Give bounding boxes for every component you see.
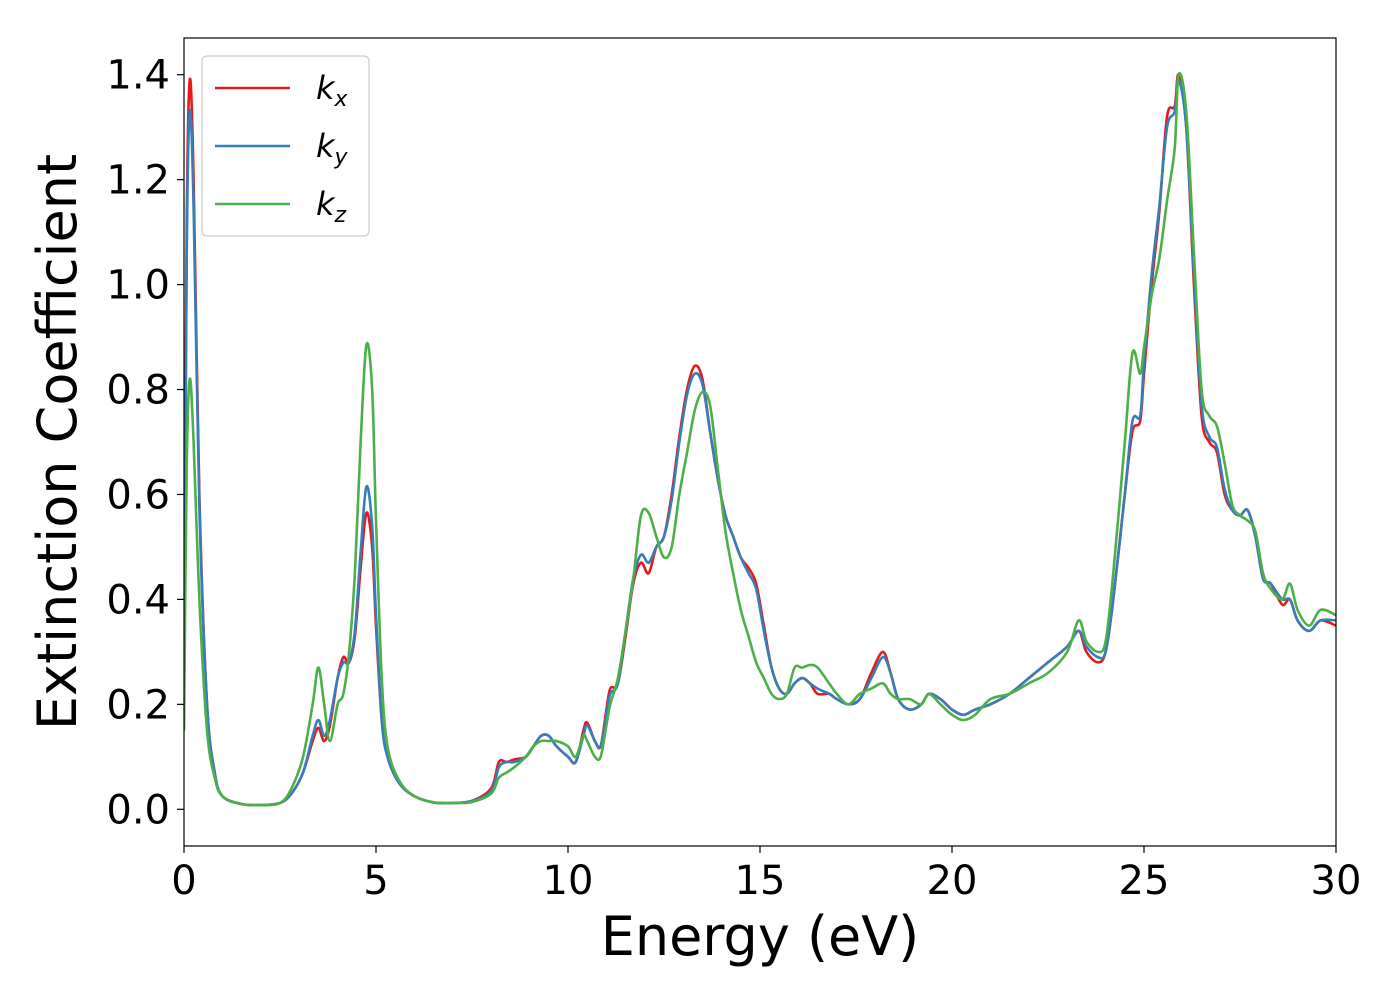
y-axis: 0.0 0.2 0.4 0.6 0.8 1.0 1.2 1.4 xyxy=(106,53,184,833)
y-tick-label: 0.6 xyxy=(106,472,170,518)
legend-entry-x: kx xyxy=(316,69,349,112)
x-tick-label: 0 xyxy=(171,858,196,904)
y-tick-label: 0.0 xyxy=(106,787,170,833)
x-axis: 0 5 10 15 20 25 30 xyxy=(171,846,1361,904)
y-tick-label: 1.4 xyxy=(106,53,170,99)
y-tick-label: 1.0 xyxy=(106,263,170,309)
y-axis-label: Extinction Coefficient xyxy=(26,154,89,730)
x-tick-label: 5 xyxy=(363,858,388,904)
y-tick-label: 0.2 xyxy=(106,682,170,728)
x-tick-label: 30 xyxy=(1311,858,1362,904)
legend-entry-y: ky xyxy=(316,127,349,170)
series-line-z xyxy=(184,72,1336,807)
y-tick-label: 0.8 xyxy=(106,368,170,414)
series-layer xyxy=(184,72,1336,807)
y-tick-label: 1.2 xyxy=(106,158,170,204)
legend: kx ky kz xyxy=(201,55,370,237)
legend-entry-z: kz xyxy=(316,185,347,228)
x-tick-label: 20 xyxy=(927,858,978,904)
x-tick-label: 15 xyxy=(735,858,786,904)
x-tick-label: 10 xyxy=(543,858,594,904)
x-tick-label: 25 xyxy=(1119,858,1170,904)
y-tick-label: 0.4 xyxy=(106,577,170,623)
x-axis-label: Energy (eV) xyxy=(601,905,920,968)
